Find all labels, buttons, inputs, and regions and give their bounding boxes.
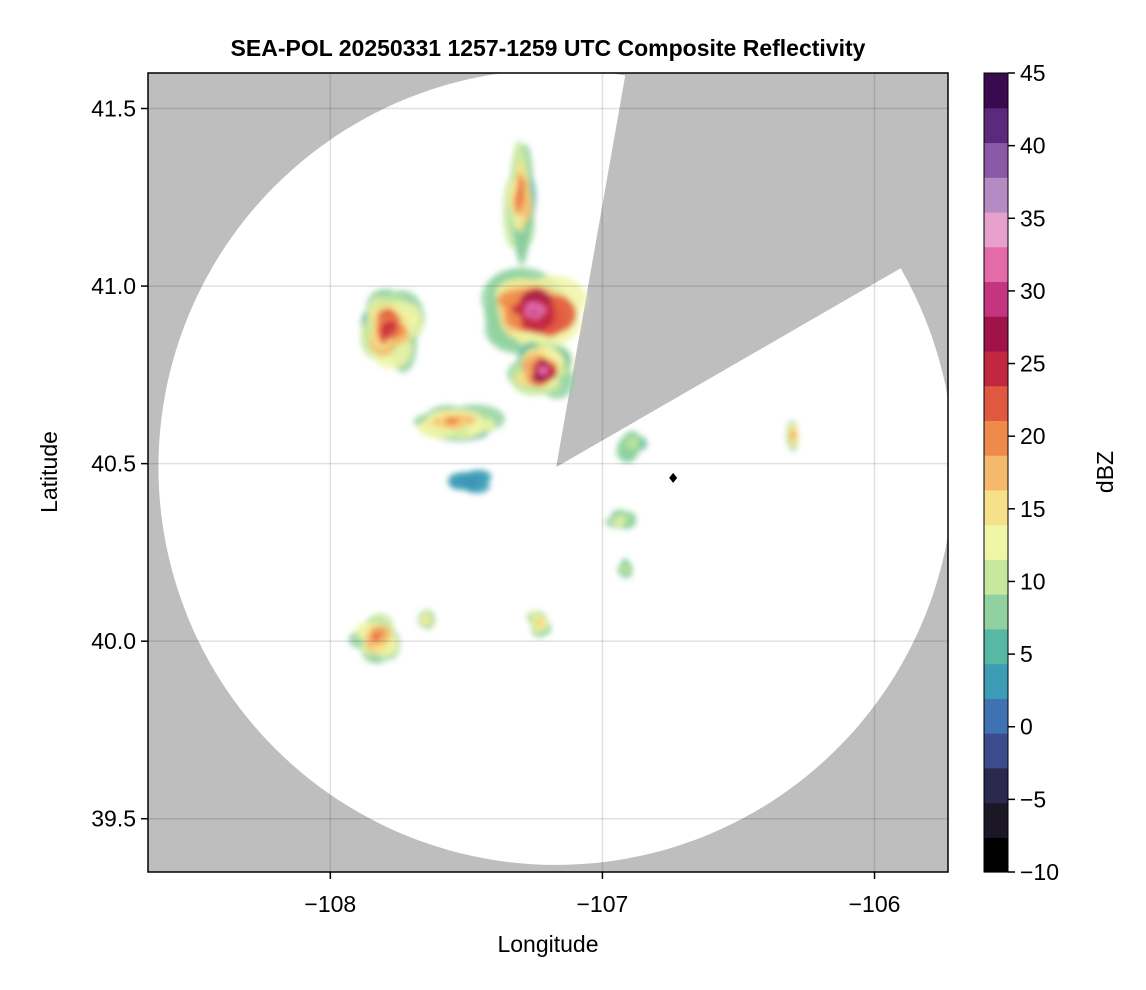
echo-blob: [424, 618, 428, 621]
colorbar-segment: [984, 350, 1008, 387]
echo-region: [604, 509, 637, 529]
echo-region: [360, 288, 425, 373]
colorbar-tick-label: 10: [1020, 568, 1046, 594]
x-tick-label: −107: [577, 891, 629, 917]
colorbar-tick-label: 5: [1020, 641, 1033, 667]
echo-region: [507, 342, 574, 399]
colorbar-segment: [984, 524, 1008, 560]
echo-blob: [449, 417, 458, 423]
colorbar-segment: [984, 663, 1008, 699]
colorbar-segment: [984, 594, 1008, 630]
colorbar-segment: [984, 385, 1008, 421]
colorbar-segment: [984, 211, 1008, 248]
x-axis-label: Longitude: [497, 931, 598, 957]
colorbar-label: dBZ: [1092, 451, 1118, 493]
radar-coverage: [158, 73, 948, 865]
echo-region: [481, 267, 587, 355]
colorbar-tick-label: 25: [1020, 351, 1046, 377]
echo-region: [503, 139, 536, 266]
colorbar-tick-label: 15: [1020, 496, 1046, 522]
colorbar-segment: [984, 698, 1008, 734]
colorbar-segment: [984, 107, 1008, 144]
echo-blob: [626, 443, 630, 447]
colorbar-segment: [984, 455, 1008, 491]
echo-blob: [622, 568, 625, 572]
colorbar-segment: [984, 142, 1008, 178]
y-tick-label: 41.5: [91, 96, 136, 122]
echo-region: [348, 613, 400, 664]
colorbar-tick-label: 40: [1020, 133, 1046, 159]
grid-lines: [148, 73, 948, 872]
echo-blob: [388, 322, 397, 329]
colorbar-tick-label: −10: [1020, 859, 1059, 885]
colorbar-segment: [984, 316, 1008, 352]
chart-title: SEA-POL 20250331 1257-1259 UTC Composite…: [231, 35, 866, 61]
colorbar-segment: [984, 177, 1008, 213]
x-tick-label: −106: [849, 891, 901, 917]
colorbar-tick-label: 45: [1020, 60, 1046, 86]
colorbar-tick-label: 35: [1020, 205, 1046, 231]
echo-blob: [373, 635, 380, 640]
colorbar-segment: [984, 837, 1008, 873]
echo-region: [786, 421, 799, 452]
colorbar: [983, 72, 1009, 873]
echo-blob: [528, 304, 544, 312]
echo-region: [617, 558, 633, 579]
colorbar-segment: [984, 73, 1008, 109]
echo-blob: [538, 365, 545, 374]
y-tick-label: 39.5: [91, 806, 136, 832]
echo-region: [526, 610, 552, 638]
site-marker: [669, 472, 678, 483]
colorbar-segment: [984, 767, 1008, 804]
y-axis-label: Latitude: [36, 431, 62, 513]
y-tick-label: 40.0: [91, 628, 136, 654]
colorbar-segment: [984, 559, 1008, 595]
colorbar-tick-label: 0: [1020, 714, 1033, 740]
colorbar-segment: [984, 420, 1008, 456]
y-tick-label: 41.0: [91, 273, 136, 299]
echo-blob: [620, 518, 623, 522]
colorbar-segment: [984, 802, 1008, 838]
echo-region: [417, 609, 436, 630]
colorbar-segment: [984, 489, 1008, 526]
colorbar-frame: [983, 72, 1009, 873]
colorbar-tick-label: 20: [1020, 423, 1046, 449]
y-axis: 39.5 40.0 40.5 41.0 41.5: [91, 96, 148, 832]
colorbar-tick-label: −5: [1020, 786, 1046, 812]
plot-area: [148, 73, 948, 872]
echo-region: [447, 469, 492, 494]
echo-blob: [792, 433, 794, 438]
reflectivity-echoes: [348, 139, 799, 664]
colorbar-tick-label: 30: [1020, 278, 1046, 304]
echo-region: [413, 404, 505, 442]
echo-blob: [468, 480, 473, 483]
colorbar-ticks: −10 −5 0 5 10 15 20 25 30 35 40 45: [1008, 60, 1059, 885]
plot-frame: [147, 72, 949, 873]
colorbar-segment: [984, 733, 1008, 769]
colorbar-segment: [984, 281, 1008, 317]
colorbar-segment: [984, 246, 1008, 283]
echo-region: [616, 430, 648, 463]
x-tick-label: −108: [304, 891, 356, 917]
echo-blob: [537, 623, 542, 626]
colorbar-segment: [984, 628, 1008, 665]
x-axis: −108 −107 −106: [304, 872, 900, 917]
echo-blob: [518, 191, 522, 206]
y-tick-label: 40.5: [91, 451, 136, 477]
